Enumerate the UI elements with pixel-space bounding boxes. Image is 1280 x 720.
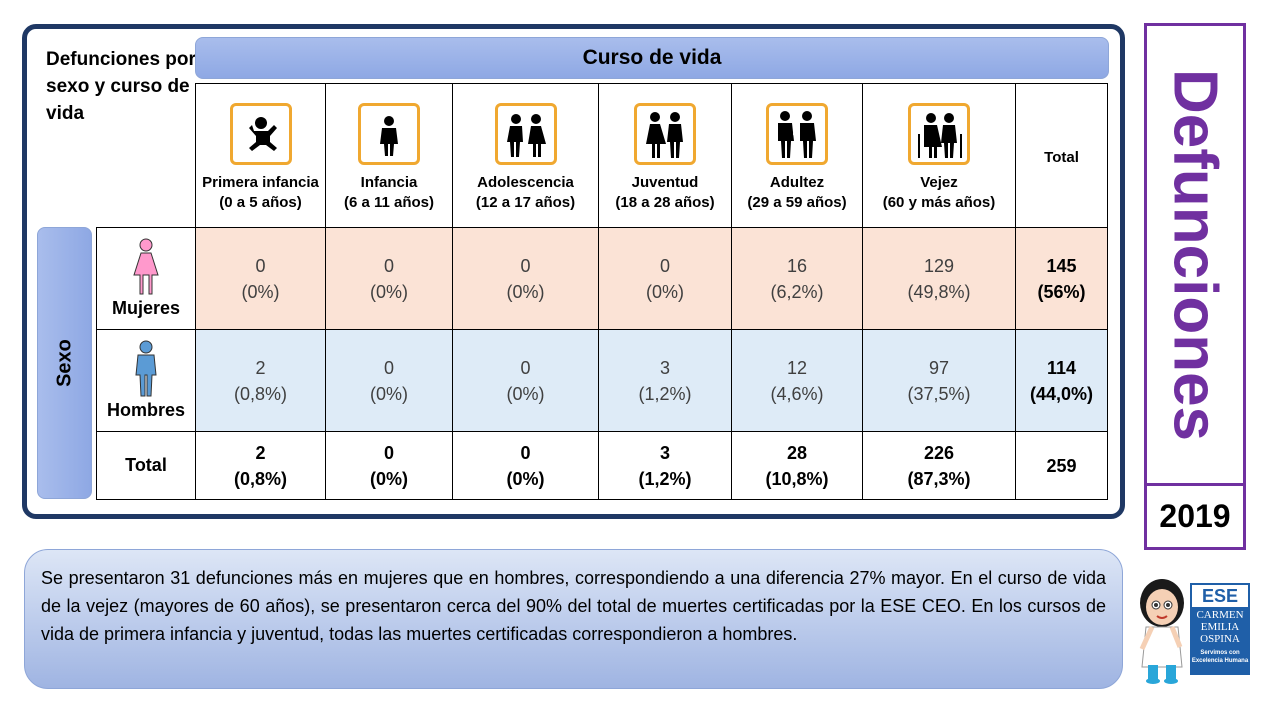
hombres-label: Hombres: [106, 400, 186, 420]
col-range: (12 a 17 años): [475, 193, 576, 211]
grand-total-cell: 259: [1015, 431, 1108, 500]
header-row: Primera infancia (0 a 5 años) Infancia (…: [96, 83, 1108, 228]
col-range: (29 a 59 años): [747, 193, 847, 211]
total-row-label: Total: [96, 431, 196, 500]
col-vejez: Vejez (60 y más años): [862, 83, 1016, 228]
col-name: Adultez: [769, 173, 825, 191]
teen-couple-icon: [494, 102, 557, 165]
curso-de-vida-banner: Curso de vida: [195, 37, 1109, 79]
col-infancia: Infancia (6 a 11 años): [325, 83, 453, 228]
row-hombres: Hombres 2 (0,8%) 0 (0%) 0 (0%) 3 (1,2%) 12 (4…: [96, 329, 1108, 432]
col-name: Vejez: [920, 173, 958, 191]
mujeres-total-cell: 145 (56%): [1015, 227, 1108, 330]
col-name: Infancia: [360, 173, 418, 191]
cell: 0 (0%): [598, 227, 732, 330]
col-range: (0 a 5 años): [219, 193, 302, 211]
col-adolescencia: Adolescencia (12 a 17 años): [452, 83, 599, 228]
defunciones-table: Primera infancia (0 a 5 años) Infancia (…: [96, 83, 1108, 500]
cell: 0 (0%): [325, 329, 453, 432]
col-primera-infancia: Primera infancia (0 a 5 años): [195, 83, 326, 228]
cell: 2 (0,8%): [195, 329, 326, 432]
cell: 0 (0%): [452, 329, 599, 432]
year-box: 2019: [1144, 483, 1246, 550]
nurse-mascot-icon: [1139, 579, 1250, 684]
cell: 28 (10,8%): [731, 431, 863, 500]
cell: 0 (0%): [452, 227, 599, 330]
cell: 0 (0%): [452, 431, 599, 500]
young-couple-icon: [634, 102, 696, 165]
row-total: Total 2 (0,8%) 0 (0%) 0 (0%) 3 (1,2%) 28 (10,…: [96, 431, 1108, 500]
mujeres-label: Mujeres: [111, 298, 181, 318]
baby-icon: [229, 102, 292, 165]
col-total: Total: [1015, 83, 1108, 228]
header-blank: [96, 83, 196, 228]
side-title: Defunciones: [1160, 68, 1230, 441]
col-adultez: Adultez (29 a 59 años): [731, 83, 863, 228]
summary-note: Se presentaron 31 defunciones más en muj…: [24, 549, 1123, 689]
col-range: (18 a 28 años): [615, 193, 715, 211]
woman-icon: [133, 238, 159, 295]
sexo-label: Sexo: [53, 339, 75, 387]
col-name: Juventud: [631, 173, 699, 191]
cell: 3 (1,2%): [598, 431, 732, 500]
sexo-banner: Sexo: [37, 227, 92, 499]
row-mujeres: Mujeres 0 (0%) 0 (0%) 0 (0%) 0 (0%) 16 (6,2%)…: [96, 227, 1108, 330]
cell: 16 (6,2%): [731, 227, 863, 330]
cell: 0 (0%): [325, 227, 453, 330]
adult-family-icon: [766, 102, 828, 165]
logo-ese: ESE: [1201, 585, 1239, 606]
col-range: (60 y más años): [882, 193, 996, 211]
cell: 3 (1,2%): [598, 329, 732, 432]
col-name: Adolescencia: [477, 173, 574, 191]
cell: 2 (0,8%): [195, 431, 326, 500]
mujeres-header-cell: Mujeres: [96, 227, 196, 330]
elderly-couple-icon: [908, 102, 970, 165]
cell: 0 (0%): [195, 227, 326, 330]
cell: 226 (87,3%): [862, 431, 1016, 500]
cell: 12 (4,6%): [731, 329, 863, 432]
cell: 0 (0%): [325, 431, 453, 500]
col-juventud: Juventud (18 a 28 años): [598, 83, 732, 228]
logo-name: CARMEN EMILIA OSPINA: [1196, 609, 1244, 645]
year-label: 2019: [1159, 498, 1231, 534]
man-icon: [135, 340, 157, 397]
side-title-box: Defunciones: [1144, 23, 1246, 483]
col-name: Primera infancia: [202, 173, 319, 191]
hombres-total-cell: 114 (44,0%): [1015, 329, 1108, 432]
logo-tagline: Servimos con Excelencia Humana: [1191, 650, 1249, 664]
curso-de-vida-label: Curso de vida: [582, 46, 722, 69]
cell: 97 (37,5%): [862, 329, 1016, 432]
hombres-header-cell: Hombres: [96, 329, 196, 432]
cell: 129 (49,8%): [862, 227, 1016, 330]
logo: ESE CARMEN EMILIA OSPINA Servimos con Ex…: [1134, 565, 1280, 695]
col-range: (6 a 11 años): [343, 193, 435, 211]
child-icon: [358, 102, 420, 165]
